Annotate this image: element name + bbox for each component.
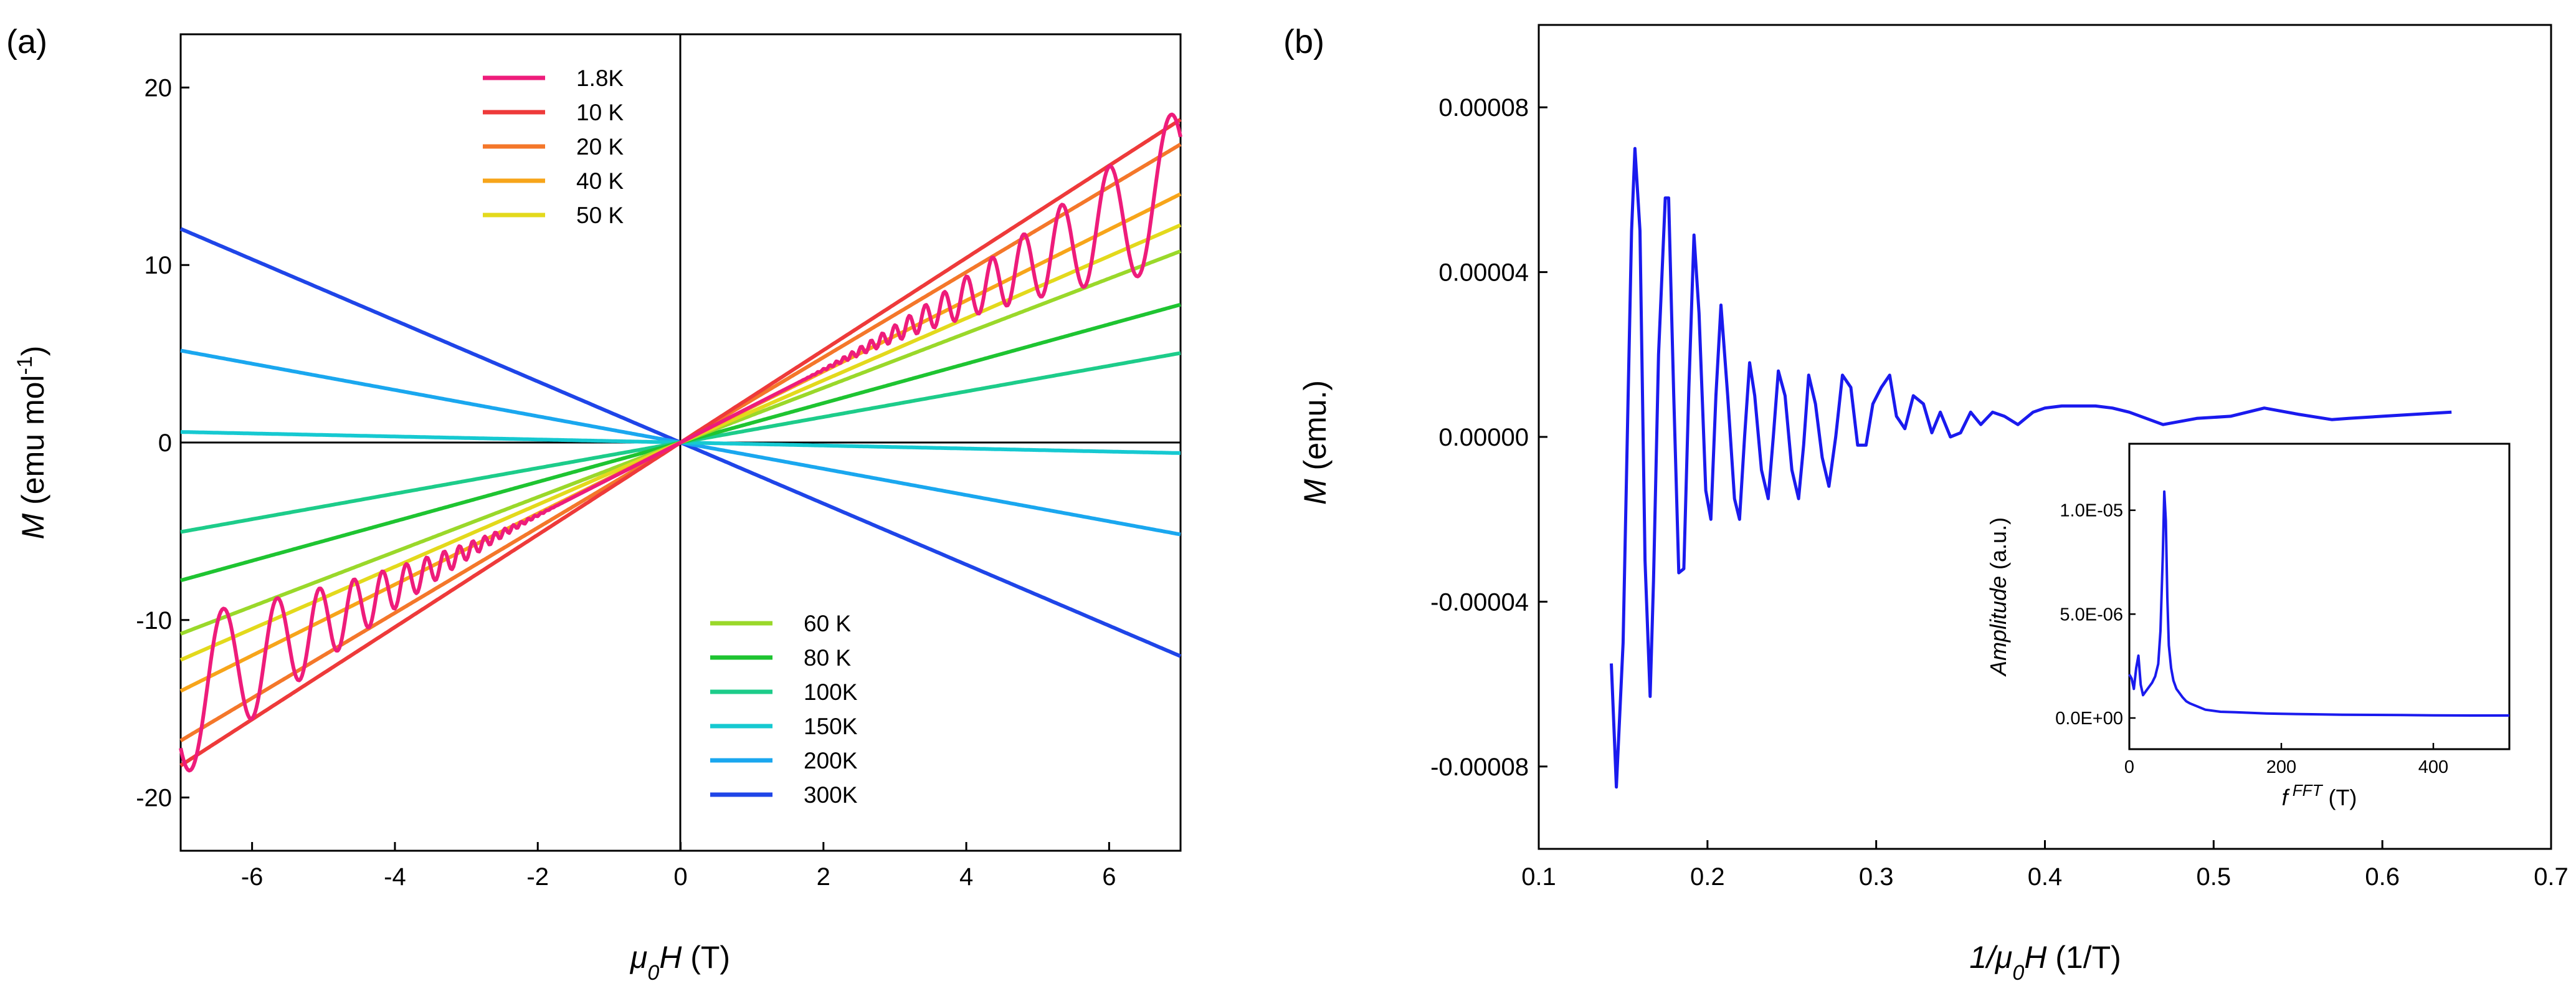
legend-label-100k: 100K: [804, 679, 858, 705]
panel-a-label: (a): [6, 23, 47, 60]
x-tick-label: 0.5: [2197, 863, 2231, 891]
legend-label-60-k: 60 K: [804, 611, 851, 636]
legend-label-200k: 200K: [804, 748, 858, 773]
panel-a-legend: 1.8K 10 K 20 K 40 K 50 K 60 K 80 K 100K 150K 200K…: [483, 65, 858, 808]
y-tick-label: 0.00004: [1438, 259, 1529, 287]
x-tick-label: 0.2: [1690, 863, 1725, 891]
x-tick-label: 2: [817, 863, 830, 891]
y-tick-label: -0.00008: [1430, 754, 1529, 781]
legend-label-1-8k: 1.8K: [576, 65, 624, 91]
panel-a-x-label: μ0H (T): [629, 940, 730, 985]
y-tick-label: 1.0E-05: [2060, 501, 2123, 521]
inset-series: [2128, 490, 2509, 717]
x-tick-label: -4: [384, 863, 406, 891]
panel-b-x-ticks: 0.1 0.2 0.3 0.4 0.5 0.6 0.7: [1521, 840, 2569, 891]
x-tick-label: 0.1: [1521, 863, 1556, 891]
panel-b-y-ticks: -0.00008 -0.00004 0.00000 0.00004 0.00008: [1430, 94, 1547, 781]
x-tick-label: 0.6: [2365, 863, 2400, 891]
x-tick-label: -2: [526, 863, 549, 891]
inset-x-label: f FFT (T): [2282, 781, 2357, 810]
x-tick-label: 0.3: [1859, 863, 1894, 891]
y-tick-label: 0.0E+00: [2055, 709, 2123, 729]
legend-label-50-k: 50 K: [576, 203, 624, 228]
panel-b: (b) 0.1 0.2 0.3 0.4 0.5 0.6 0.7 -0.00008-0.000…: [1283, 23, 2569, 985]
inset-series-line: [2128, 490, 2509, 717]
x-tick-label: 4: [959, 863, 973, 891]
panel-a-y-ticks: -20 -10 0 10 20: [136, 74, 189, 812]
legend-label-40-k: 40 K: [576, 168, 624, 194]
y-tick-label: 0.00000: [1438, 424, 1529, 451]
panel-a-y-label: M (emu mol-1): [13, 346, 50, 540]
panel-b-series: [1610, 146, 2452, 789]
legend-label-10-k: 10 K: [576, 100, 624, 125]
inset-y-ticks: 0.0E+00 5.0E-06 1.0E-05: [2055, 501, 2136, 729]
legend-label-20-k: 20 K: [576, 134, 624, 160]
series-line-1-8k: [179, 112, 1182, 773]
legend-label-300k: 300K: [804, 782, 858, 808]
fft-inset: 0 200 400 0.0E+005.0E-061.0E-05 f FFT (T) …: [1985, 443, 2511, 810]
x-tick-label: 0: [2124, 757, 2134, 777]
inset-x-ticks: 0 200 400: [2124, 743, 2448, 777]
panel-a-x-ticks: -6 -4 -2 0 2 4 6: [241, 842, 1116, 891]
y-tick-label: 5.0E-06: [2060, 605, 2123, 625]
y-tick-label: 20: [145, 74, 173, 102]
x-tick-label: 200: [2266, 757, 2296, 777]
x-tick-label: 400: [2418, 757, 2448, 777]
y-tick-label: 10: [145, 252, 173, 279]
legend-label-150k: 150K: [804, 714, 858, 739]
y-tick-label: 0.00008: [1438, 94, 1529, 122]
y-tick-label: -20: [136, 785, 172, 812]
y-tick-label: -0.00004: [1430, 588, 1529, 616]
x-tick-label: -6: [241, 863, 264, 891]
panel-b-y-label: M (emu.): [1298, 380, 1333, 505]
legend-label-80-k: 80 K: [804, 645, 851, 671]
inset-y-label: Amplitude (a.u.): [1985, 517, 2011, 677]
y-tick-label: 0: [158, 429, 172, 457]
y-tick-label: -10: [136, 607, 172, 634]
inset-frame: [2128, 443, 2511, 750]
x-tick-label: 0: [673, 863, 687, 891]
series-line-magnetization: [1610, 146, 2452, 789]
x-tick-label: 0.4: [2028, 863, 2063, 891]
x-tick-label: 6: [1102, 863, 1116, 891]
panel-b-x-label: 1/μ0H (1/T): [1969, 940, 2121, 985]
panel-b-label: (b): [1283, 23, 1324, 60]
panel-a-series: [179, 112, 1182, 773]
x-tick-label: 0.7: [2534, 863, 2569, 891]
